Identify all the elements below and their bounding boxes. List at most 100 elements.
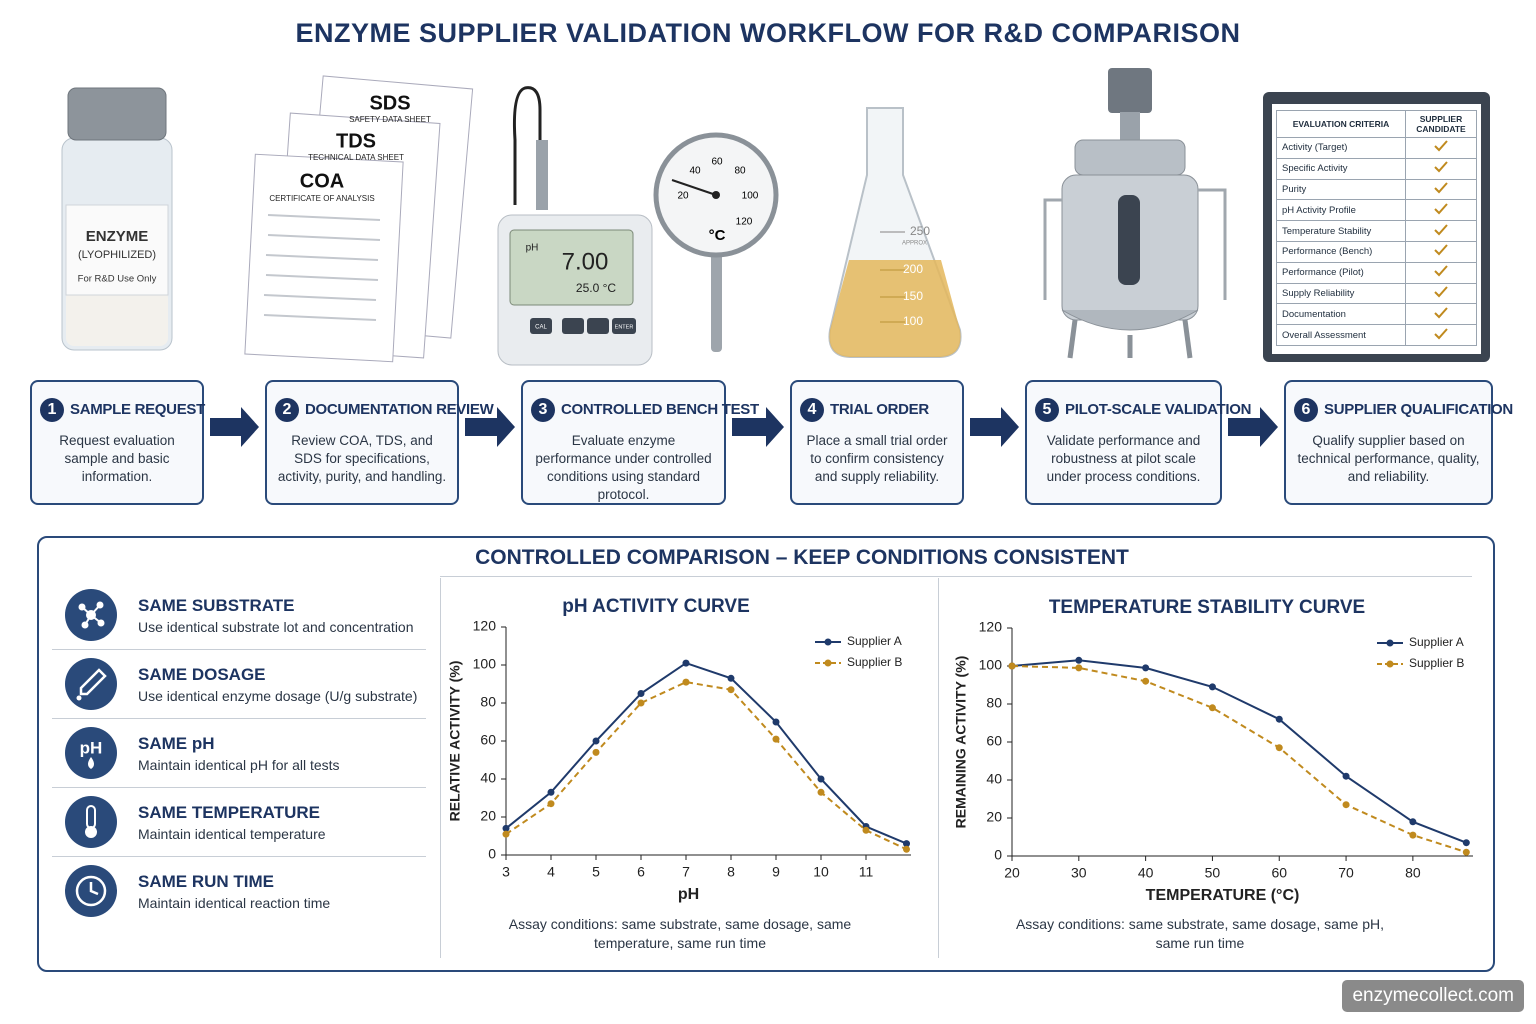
doc-name: TECHNICAL DATA SHEET bbox=[308, 153, 404, 162]
data-point bbox=[592, 748, 600, 756]
data-point bbox=[682, 659, 690, 667]
arrow-shape bbox=[210, 407, 259, 447]
step-text: Review COA, TDS, and SDS for specificati… bbox=[277, 433, 447, 484]
step-box: 2 DOCUMENTATION REVIEW Review COA, TDS, an… bbox=[265, 380, 494, 505]
condition-icon bbox=[65, 658, 117, 710]
step-title: TRIAL ORDER bbox=[830, 401, 929, 418]
icon-part bbox=[97, 619, 105, 627]
data-point bbox=[1075, 664, 1083, 672]
legend-marker bbox=[1386, 639, 1394, 647]
step-text: Qualify supplier based on technical perf… bbox=[1297, 433, 1480, 484]
icon-part bbox=[81, 621, 89, 629]
condition-icon-wrap bbox=[65, 658, 117, 715]
legend-marker bbox=[1386, 660, 1394, 668]
x-axis-label: TEMPERATURE (°C) bbox=[1146, 887, 1300, 904]
check-mark bbox=[1434, 327, 1448, 340]
thermo-scale: 120 bbox=[736, 217, 753, 228]
x-tick-label: 11 bbox=[859, 864, 874, 880]
series-line bbox=[1011, 659, 1467, 844]
divider bbox=[440, 578, 441, 958]
condition-title: SAME SUBSTRATE bbox=[138, 596, 295, 615]
step-number: 1 bbox=[40, 398, 64, 422]
ph-meter: pH 7.00 25.0 °C CAL ENTER bbox=[497, 86, 653, 366]
arrow-wrap bbox=[970, 405, 1019, 454]
vial-note: For R&D Use Only bbox=[78, 274, 157, 285]
check-mark bbox=[1434, 223, 1448, 236]
row-divider bbox=[52, 856, 426, 857]
series-line bbox=[505, 661, 907, 845]
data-point bbox=[1142, 664, 1150, 672]
condition-icon-wrap bbox=[65, 796, 117, 853]
flow-arrow bbox=[970, 407, 1019, 447]
condition: SAME pH Maintain identical pH for all tes… bbox=[138, 734, 340, 773]
data-point bbox=[502, 824, 510, 832]
x-tick-label: 5 bbox=[592, 864, 600, 880]
condition: SAME TEMPERATURE Maintain identical tempe… bbox=[138, 803, 326, 842]
criteria-label: Overall Assessment bbox=[1276, 324, 1406, 346]
step-title: SAMPLE REQUEST bbox=[70, 401, 205, 418]
y-tick-label: 100 bbox=[979, 657, 1003, 673]
data-point bbox=[637, 699, 645, 707]
icon-part bbox=[86, 610, 96, 620]
check-icon bbox=[1434, 327, 1448, 340]
step-title: CONTROLLED BENCH TEST bbox=[561, 401, 759, 418]
y-tick-label: 40 bbox=[480, 770, 496, 786]
doc-name: SAFETY DATA SHEET bbox=[349, 115, 431, 124]
legend-label: Supplier A bbox=[1409, 635, 1464, 649]
check-mark bbox=[1434, 161, 1448, 173]
x-tick-label: 50 bbox=[1205, 865, 1221, 881]
divider bbox=[440, 576, 1472, 577]
meter-button: ENTER bbox=[615, 324, 634, 330]
data-point bbox=[772, 735, 780, 743]
condition-title: SAME pH bbox=[138, 734, 215, 753]
arrow-shape bbox=[970, 407, 1019, 447]
criteria-header: EVALUATION CRITERIA bbox=[1276, 110, 1406, 138]
data-point bbox=[1008, 662, 1016, 670]
arrow-wrap bbox=[732, 405, 784, 454]
step-number: 2 bbox=[275, 398, 299, 422]
arrow-wrap bbox=[1228, 405, 1278, 454]
arrow-wrap bbox=[210, 405, 259, 454]
page-title: ENZYME SUPPLIER VALIDATION WORKFLOW FOR … bbox=[295, 18, 1241, 48]
arrow-shape bbox=[1228, 407, 1278, 447]
y-tick-label: 20 bbox=[986, 809, 1002, 825]
condition-icon bbox=[65, 589, 117, 641]
data-point bbox=[772, 718, 780, 726]
thermo-scale: 80 bbox=[734, 166, 746, 177]
condition-icon-wrap: pH bbox=[65, 727, 117, 784]
step-text: Evaluate enzyme performance under contro… bbox=[535, 433, 712, 502]
check-icon bbox=[1434, 244, 1448, 256]
x-tick-label: 8 bbox=[727, 864, 735, 880]
condition-title: SAME RUN TIME bbox=[138, 872, 274, 891]
arrow-shape bbox=[465, 407, 515, 447]
thermo-scale: 40 bbox=[689, 166, 701, 177]
condition-text: Use identical enzyme dosage (U/g substra… bbox=[138, 688, 418, 704]
flow-arrow bbox=[1228, 407, 1278, 447]
row-divider bbox=[52, 787, 426, 788]
flask-mark: 250 bbox=[910, 224, 930, 238]
data-point bbox=[1142, 677, 1150, 685]
x-tick-label: 20 bbox=[1004, 865, 1020, 881]
doc-name: CERTIFICATE OF ANALYSIS bbox=[269, 194, 374, 203]
y-tick-label: 120 bbox=[473, 618, 497, 634]
row-divider bbox=[52, 649, 426, 650]
data-point bbox=[592, 737, 600, 745]
x-axis-label: pH bbox=[678, 886, 699, 903]
series-line bbox=[505, 681, 907, 851]
y-tick-label: 60 bbox=[480, 732, 496, 748]
condition-title: SAME DOSAGE bbox=[138, 665, 266, 684]
check-icon bbox=[1434, 140, 1448, 152]
chart-note: Assay conditions: same substrate, same d… bbox=[1015, 916, 1385, 951]
x-tick-label: 3 bbox=[502, 864, 510, 880]
flow-arrow bbox=[465, 407, 515, 447]
condition-icon-wrap bbox=[65, 589, 117, 646]
data-point bbox=[817, 775, 825, 783]
condition-text: Maintain identical reaction time bbox=[138, 895, 331, 911]
data-point bbox=[903, 845, 910, 853]
data-point bbox=[1462, 848, 1470, 856]
check-mark bbox=[1434, 307, 1448, 319]
data-point bbox=[1462, 839, 1470, 847]
step-text: Validate performance and robustness at p… bbox=[1046, 433, 1201, 484]
chart-title: TEMPERATURE STABILITY CURVE bbox=[1049, 597, 1365, 618]
